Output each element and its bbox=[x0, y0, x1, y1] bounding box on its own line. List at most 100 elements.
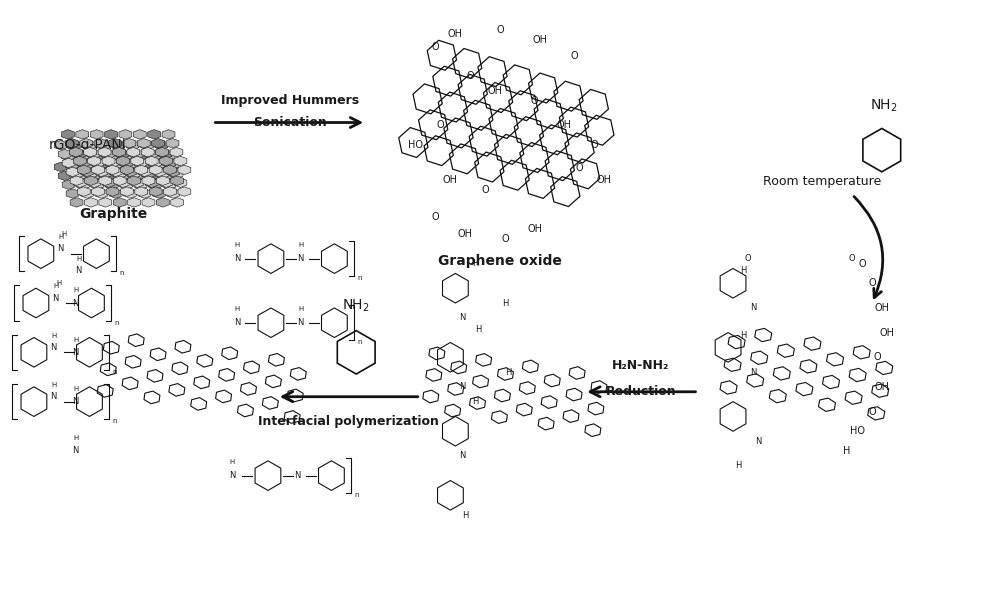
Text: N: N bbox=[51, 392, 57, 401]
Polygon shape bbox=[160, 156, 172, 166]
Polygon shape bbox=[77, 158, 89, 168]
Text: N: N bbox=[53, 294, 59, 303]
Text: O: O bbox=[531, 96, 539, 106]
Polygon shape bbox=[112, 140, 125, 150]
Text: H: H bbox=[58, 234, 63, 240]
Polygon shape bbox=[99, 198, 112, 207]
Text: O: O bbox=[432, 212, 439, 222]
Text: OH: OH bbox=[874, 382, 889, 392]
Polygon shape bbox=[77, 187, 90, 196]
Polygon shape bbox=[87, 150, 100, 159]
Text: H: H bbox=[235, 242, 240, 248]
Polygon shape bbox=[156, 169, 169, 179]
Text: O: O bbox=[501, 234, 509, 244]
Polygon shape bbox=[65, 139, 78, 148]
Polygon shape bbox=[128, 198, 141, 207]
Text: n: n bbox=[119, 271, 124, 277]
Polygon shape bbox=[62, 180, 75, 190]
Polygon shape bbox=[152, 160, 165, 170]
Polygon shape bbox=[69, 162, 82, 171]
Polygon shape bbox=[167, 167, 180, 176]
Polygon shape bbox=[128, 176, 141, 185]
Polygon shape bbox=[102, 178, 115, 187]
Text: H: H bbox=[56, 280, 61, 286]
Polygon shape bbox=[178, 187, 191, 196]
Polygon shape bbox=[84, 176, 97, 185]
Polygon shape bbox=[142, 176, 155, 185]
Text: OH: OH bbox=[448, 29, 463, 39]
Polygon shape bbox=[167, 189, 180, 198]
Polygon shape bbox=[116, 171, 129, 181]
Polygon shape bbox=[91, 158, 104, 168]
Polygon shape bbox=[105, 151, 117, 161]
Polygon shape bbox=[120, 165, 133, 174]
Text: H: H bbox=[298, 306, 303, 312]
Text: H: H bbox=[61, 231, 66, 237]
Polygon shape bbox=[131, 178, 144, 187]
Text: OH: OH bbox=[532, 35, 547, 44]
Text: H: H bbox=[735, 461, 741, 470]
Polygon shape bbox=[171, 198, 184, 207]
Text: N: N bbox=[459, 382, 466, 392]
Polygon shape bbox=[159, 171, 172, 181]
Text: OH: OH bbox=[557, 120, 572, 131]
Text: OH: OH bbox=[488, 86, 503, 96]
Polygon shape bbox=[58, 171, 71, 181]
Polygon shape bbox=[142, 198, 155, 207]
Text: Reduction: Reduction bbox=[606, 385, 676, 398]
Polygon shape bbox=[164, 187, 176, 196]
Polygon shape bbox=[160, 178, 172, 187]
Polygon shape bbox=[141, 162, 153, 171]
Polygon shape bbox=[120, 187, 133, 196]
Polygon shape bbox=[54, 140, 67, 150]
Text: n: n bbox=[354, 492, 359, 499]
Polygon shape bbox=[162, 151, 175, 161]
Polygon shape bbox=[131, 156, 144, 166]
Polygon shape bbox=[156, 147, 169, 157]
Polygon shape bbox=[109, 139, 121, 148]
Polygon shape bbox=[166, 139, 179, 148]
Polygon shape bbox=[144, 150, 157, 159]
Polygon shape bbox=[119, 130, 132, 139]
Polygon shape bbox=[123, 139, 136, 148]
Text: N: N bbox=[750, 368, 756, 376]
Text: OH: OH bbox=[527, 224, 542, 234]
Text: H: H bbox=[73, 287, 78, 293]
Text: H: H bbox=[740, 266, 746, 275]
Polygon shape bbox=[94, 139, 107, 148]
Text: N: N bbox=[750, 303, 756, 313]
Polygon shape bbox=[95, 167, 108, 176]
Polygon shape bbox=[69, 169, 82, 179]
FancyArrowPatch shape bbox=[854, 196, 883, 298]
Text: H: H bbox=[76, 255, 81, 261]
Polygon shape bbox=[88, 178, 101, 187]
Polygon shape bbox=[77, 180, 89, 190]
Polygon shape bbox=[113, 176, 126, 185]
Text: N: N bbox=[72, 299, 79, 308]
Text: Interfacial polymerization: Interfacial polymerization bbox=[258, 415, 439, 428]
Polygon shape bbox=[138, 189, 151, 198]
Polygon shape bbox=[163, 158, 176, 168]
Polygon shape bbox=[124, 167, 137, 176]
Polygon shape bbox=[134, 180, 147, 190]
Text: N: N bbox=[234, 254, 240, 263]
Polygon shape bbox=[88, 156, 101, 166]
Polygon shape bbox=[84, 198, 97, 207]
Text: O: O bbox=[868, 278, 876, 288]
Polygon shape bbox=[148, 151, 161, 161]
Polygon shape bbox=[141, 147, 154, 157]
Text: O: O bbox=[432, 41, 439, 52]
Text: OH: OH bbox=[443, 174, 458, 185]
Polygon shape bbox=[97, 162, 110, 171]
Text: H: H bbox=[73, 336, 78, 342]
Text: H: H bbox=[502, 299, 508, 308]
Polygon shape bbox=[105, 130, 117, 139]
Text: N: N bbox=[51, 343, 57, 352]
Polygon shape bbox=[152, 189, 165, 198]
Polygon shape bbox=[81, 189, 93, 198]
Polygon shape bbox=[126, 162, 139, 171]
Text: N: N bbox=[229, 471, 235, 480]
Polygon shape bbox=[124, 189, 137, 198]
Polygon shape bbox=[109, 160, 121, 170]
Polygon shape bbox=[102, 156, 115, 166]
